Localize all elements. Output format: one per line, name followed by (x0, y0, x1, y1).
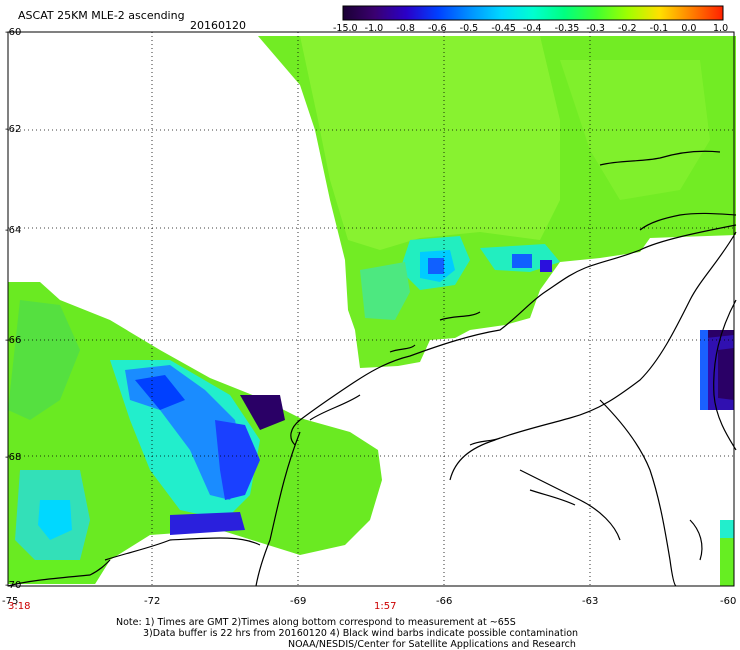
lat-label: -60 (5, 27, 22, 38)
time-label: 3:18 (8, 601, 31, 612)
note-line-2: 3)Data buffer is 22 hrs from 20160120 4)… (143, 628, 579, 639)
colorbar-tick-label: -0.3 (586, 23, 605, 34)
colorbar-tick-label: -0.8 (396, 23, 415, 34)
lon-label: -63 (582, 596, 599, 607)
note-line-1: Note: 1) Times are GMT 2)Times along bot… (116, 617, 516, 628)
colorbar-tick-label: -0.2 (618, 23, 637, 34)
colorbar-tick-label: -0.5 (459, 23, 479, 34)
lon-label: -69 (290, 596, 307, 607)
data-swaths (8, 36, 736, 586)
coastline (7, 150, 737, 587)
map-title: ASCAT 25KM MLE-2 ascending (18, 9, 185, 22)
colorbar-tick-label: -1.0 (364, 23, 384, 34)
colorbar-tick-label: -0.45 (491, 23, 516, 34)
lat-label: -64 (5, 225, 22, 236)
note-line-3: NOAA/NESDIS/Center for Satellite Applica… (288, 639, 576, 650)
lon-label: -66 (436, 596, 453, 607)
colorbar-gradient (342, 5, 724, 21)
lon-label: -75 (2, 596, 19, 607)
colorbar-tick-label: -0.6 (428, 23, 447, 34)
colorbar-tick-label: 1.0 (713, 23, 729, 34)
lat-label: -70 (5, 580, 22, 591)
lon-label: -60 (720, 596, 737, 607)
colorbar (342, 5, 724, 21)
map-frame (7, 31, 735, 587)
lat-label: -62 (5, 124, 22, 135)
lon-label: -72 (144, 596, 161, 607)
colorbar-tick-label: -0.4 (523, 23, 542, 34)
colorbar-tick-label: -0.1 (649, 23, 669, 34)
colorbar-tick-label: -15.0 (333, 23, 358, 34)
map-date: 20160120 (190, 19, 246, 32)
colorbar-tick-label: -0.35 (554, 23, 580, 34)
time-label: 1:57 (374, 601, 397, 612)
colorbar-tick-label: 0.0 (681, 23, 697, 34)
lat-label: -66 (5, 335, 22, 346)
lat-lon-grid (8, 32, 734, 586)
lat-label: -68 (5, 452, 22, 463)
